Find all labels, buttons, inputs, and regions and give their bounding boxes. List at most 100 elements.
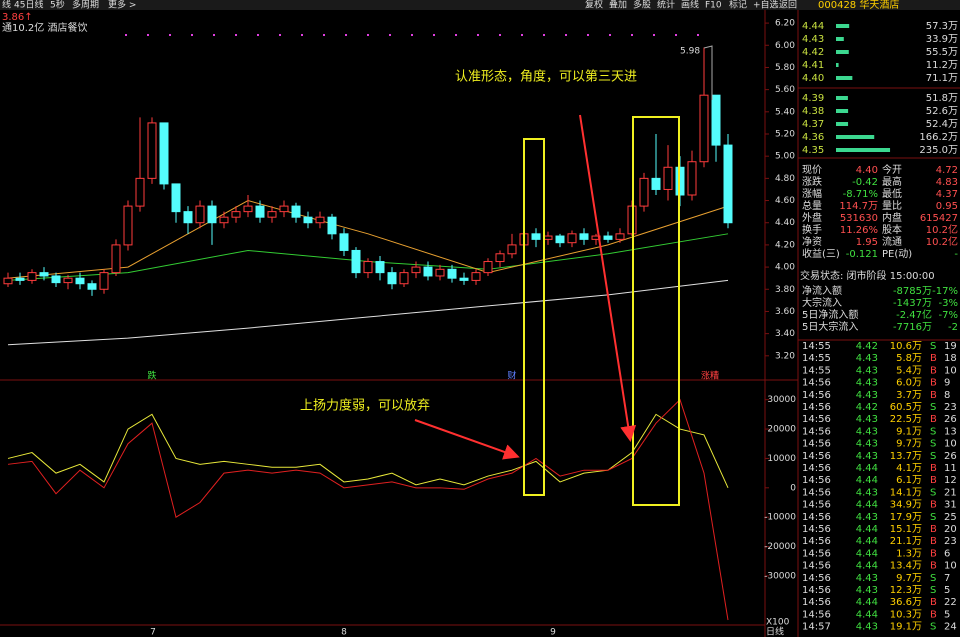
book-price: 4.41 — [802, 60, 824, 71]
trade-side: B — [930, 561, 937, 572]
trade-count: 10 — [944, 561, 957, 572]
trade-count: 5 — [944, 585, 950, 596]
x-tick-label: 8 — [341, 628, 347, 637]
signal-dot — [543, 34, 545, 36]
toolbar-button[interactable]: 复权 — [585, 0, 603, 11]
trade-side: B — [930, 475, 937, 486]
signal-dot — [235, 34, 237, 36]
candle-body — [351, 249, 361, 274]
event-marker: 财 — [507, 370, 516, 382]
quote-label: 今开 — [882, 163, 902, 176]
trade-volume: 12.3万 — [890, 585, 922, 596]
trade-side: B — [930, 609, 937, 620]
candle-body — [363, 261, 373, 274]
candle-body — [207, 205, 217, 224]
quote-value: -8.71% — [843, 189, 878, 200]
trade-price: 4.44 — [856, 524, 878, 535]
candle-body — [195, 205, 205, 224]
trade-price: 4.43 — [856, 585, 878, 596]
toolbar-button[interactable]: 画线 — [681, 0, 699, 11]
trade-volume: 22.5万 — [890, 414, 922, 425]
trade-time: 14:56 — [802, 500, 831, 511]
candle-body — [63, 277, 73, 284]
trade-count: 11 — [944, 463, 957, 474]
candle-body — [243, 205, 253, 213]
highlight-box — [523, 138, 545, 496]
signal-dot — [301, 34, 303, 36]
trade-price: 4.43 — [856, 390, 878, 401]
candle-body — [435, 268, 445, 277]
event-marker: 涨糟 — [701, 370, 719, 382]
book-volume: 57.3万 — [926, 21, 958, 32]
y-tick-label: 4.40 — [775, 218, 795, 228]
trade-volume: 6.1万 — [896, 475, 922, 486]
signal-dot — [323, 34, 325, 36]
candle-body — [507, 244, 517, 255]
signal-dot — [433, 34, 435, 36]
candle-body — [387, 272, 397, 285]
event-marker: 跌 — [147, 371, 156, 382]
y-tick-label: 5.00 — [775, 152, 795, 162]
candle-body — [219, 216, 229, 224]
quote-label: 涨幅 — [802, 187, 822, 200]
quote-value: 4.72 — [936, 165, 958, 176]
signal-dot — [587, 34, 589, 36]
trade-count: 5 — [944, 609, 950, 620]
candle-body — [99, 272, 109, 290]
candle-body — [15, 277, 25, 281]
book-price: 4.39 — [802, 93, 824, 104]
flow-pct: -17% — [932, 286, 958, 297]
candle-body — [603, 235, 613, 240]
candle-body — [111, 244, 121, 274]
candle-body — [135, 177, 145, 207]
quote-value: 10.2亿 — [926, 223, 958, 236]
toolbar-button[interactable]: 多股 — [633, 0, 651, 11]
quote-label: 涨跌 — [802, 175, 822, 188]
trade-price: 4.43 — [856, 439, 878, 450]
signal-dot — [147, 34, 149, 36]
trade-price: 4.42 — [856, 402, 878, 413]
trade-time: 14:56 — [802, 402, 831, 413]
signal-dot — [477, 34, 479, 36]
trade-time: 14:55 — [802, 365, 831, 376]
y-tick-label: 3.20 — [775, 351, 795, 361]
trade-volume: 9.7万 — [896, 573, 922, 584]
trade-time: 14:56 — [802, 512, 831, 523]
quote-label: 最低 — [882, 187, 902, 200]
candle-body — [639, 177, 649, 207]
signal-dot — [191, 34, 193, 36]
candle-body — [339, 233, 349, 251]
signal-dot — [631, 34, 633, 36]
candle-body — [27, 272, 37, 281]
arrow — [414, 419, 520, 460]
trade-count: 31 — [944, 500, 957, 511]
toolbar-item: 更多 > — [108, 0, 136, 11]
toolbar-button[interactable]: 返回 — [779, 0, 797, 11]
trade-side: B — [930, 414, 937, 425]
trade-time: 14:56 — [802, 609, 831, 620]
candle-body — [375, 261, 385, 274]
trade-price: 4.43 — [856, 426, 878, 437]
toolbar-button[interactable]: 叠加 — [609, 0, 627, 11]
candle-body — [723, 144, 733, 224]
trade-count: 23 — [944, 402, 957, 413]
trade-side: B — [930, 524, 937, 535]
trade-volume: 17.9万 — [890, 512, 922, 523]
flow-label: 5日净流入额 — [802, 308, 858, 321]
quote-value: 4.37 — [936, 189, 958, 200]
quote-label: 量比 — [882, 200, 902, 212]
toolbar-button[interactable]: +自选 — [753, 0, 779, 11]
trade-time: 14:56 — [802, 414, 831, 425]
y-tick-label: 6.00 — [775, 41, 795, 51]
arrow — [579, 114, 637, 442]
y-tick-label: 4.00 — [775, 263, 795, 273]
book-price: 4.44 — [802, 21, 824, 32]
candle-body — [447, 268, 457, 279]
toolbar-button[interactable]: 统计 — [657, 0, 675, 11]
annotation: 认准形态，角度，可以第三天进 — [455, 69, 637, 85]
toolbar-button[interactable]: 标记 — [729, 0, 747, 11]
y-tick-label: 20000 — [767, 425, 796, 435]
unit-label: X100 — [766, 618, 790, 628]
toolbar-button[interactable]: F10 — [705, 1, 722, 11]
